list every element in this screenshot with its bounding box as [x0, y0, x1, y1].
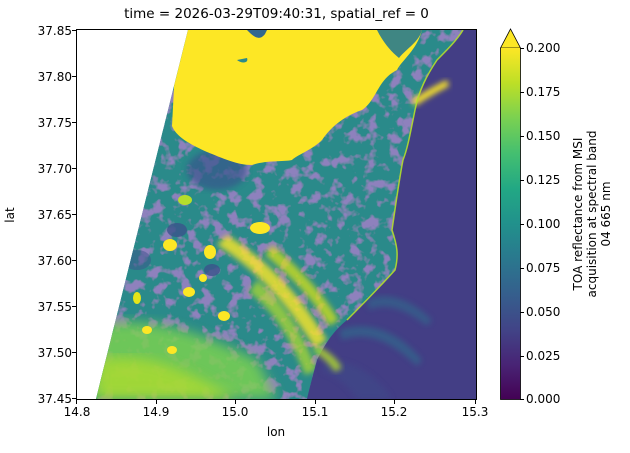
colorbar-label-line: 04 665 nm: [599, 181, 613, 247]
colorbar-tick: [520, 268, 524, 269]
y-tick: [72, 260, 77, 261]
colorbar-tick-label: 0.025: [526, 349, 561, 363]
colorbar-tick: [520, 92, 524, 93]
y-tick-label: 37.70: [37, 162, 72, 176]
colorbar-tick-label: 0.075: [526, 261, 561, 275]
y-axis-title: lat: [3, 207, 17, 223]
colorbar-tick: [520, 399, 524, 400]
x-tick: [394, 399, 395, 404]
colorbar-tick-label: 0.000: [526, 392, 561, 406]
colorbar-tick: [520, 224, 524, 225]
colorbar-tick: [520, 312, 524, 313]
y-tick: [72, 168, 77, 169]
y-tick-label: 37.75: [37, 116, 72, 130]
colorbar-tick-label: 0.150: [526, 129, 561, 143]
colorbar-tick: [520, 136, 524, 137]
colorbar-tick-label: 0.100: [526, 217, 561, 231]
x-tick: [235, 399, 236, 404]
colorbar-tick-label: 0.050: [526, 305, 561, 319]
colorbar-tick: [520, 356, 524, 357]
colorbar: [499, 28, 522, 406]
y-tick-label: 37.45: [37, 392, 72, 406]
y-tick: [72, 76, 77, 77]
colorbar-tick: [520, 180, 524, 181]
y-tick: [72, 30, 77, 31]
y-tick-label: 37.80: [37, 70, 72, 84]
y-tick: [72, 122, 77, 123]
colorbar-tick-label: 0.175: [526, 85, 561, 99]
y-tick-label: 37.85: [37, 24, 72, 38]
x-tick-label: 14.8: [63, 405, 91, 419]
colorbar-tick-label: 0.125: [526, 173, 561, 187]
x-tick-label: 15.2: [380, 405, 408, 419]
colorbar-tick-label: 0.200: [526, 41, 561, 55]
colorbar-label-line: acquisition at spectral band: [585, 130, 599, 298]
y-tick-label: 37.65: [37, 208, 72, 222]
y-tick-label: 37.60: [37, 254, 72, 268]
y-tick-label: 37.50: [37, 346, 72, 360]
x-tick-label: 14.9: [142, 405, 170, 419]
chart-title: time = 2026-03-29T09:40:31, spatial_ref …: [124, 6, 429, 22]
y-tick: [72, 352, 77, 353]
x-tick: [156, 399, 157, 404]
colorbar-tick: [520, 48, 524, 49]
y-tick-label: 37.55: [37, 300, 72, 314]
x-tick-label: 15.3: [461, 405, 489, 419]
x-tick-label: 15.0: [221, 405, 249, 419]
x-tick: [315, 399, 316, 404]
x-tick: [76, 399, 77, 404]
raster-image: [77, 30, 476, 399]
y-tick: [72, 398, 77, 399]
y-tick: [72, 214, 77, 215]
x-tick-label: 15.1: [301, 405, 329, 419]
y-tick: [72, 306, 77, 307]
colorbar-label-line: TOA reflectance from MSI: [571, 137, 585, 291]
x-axis-title: lon: [266, 425, 286, 439]
x-tick: [475, 399, 476, 404]
